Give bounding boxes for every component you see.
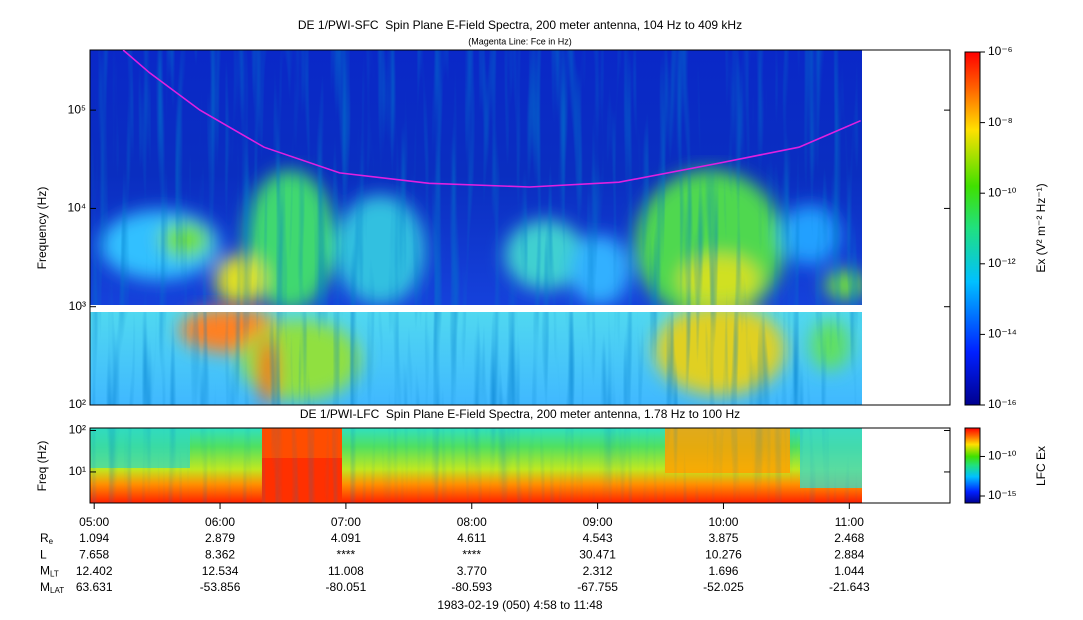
orbit-row-sub: e [49,537,54,546]
y-tick-label: 10² [69,397,86,411]
colorbar-tick-label: 10⁻¹⁰ [988,449,1017,463]
x-tick-label: 07:00 [331,515,361,529]
orbit-row-label: Re [40,531,54,546]
y-tick-label: 10⁴ [67,201,86,215]
x-tick-label: 10:00 [708,515,738,529]
colorbar-tick-label: 10⁻¹⁶ [988,397,1017,411]
x-tick-label: 08:00 [457,515,487,529]
colorbar-label: LFC Ex [1034,446,1048,486]
orbit-value: **** [462,547,481,561]
orbit-row-label: MLT [40,564,59,579]
orbit-value: 12.402 [76,564,113,578]
colorbar-label: Ex (V² m⁻² Hz⁻¹) [1034,183,1048,272]
orbit-value: 4.543 [583,531,613,545]
y-tick-label: 10³ [69,299,86,313]
colorbar [964,427,981,504]
orbit-value: 1.696 [708,564,738,578]
colorbar-tick-label: 10⁻¹⁵ [988,488,1017,502]
orbit-value: 8.362 [205,547,235,561]
orbit-value: 1.094 [79,531,109,545]
y-tick-label: 10¹ [69,464,86,478]
orbit-value: 3.875 [708,531,738,545]
colorbar-tick-label: 10⁻¹² [988,256,1016,270]
orbit-value: 7.658 [79,547,109,561]
orbit-row-name: M [40,580,50,594]
orbit-row-label: L [40,547,47,561]
x-tick-label: 06:00 [205,515,235,529]
x-tick-label: 05:00 [79,515,109,529]
fce-line [122,50,861,188]
orbit-value: 2.879 [205,531,235,545]
lfc-spectrogram-image [90,428,862,503]
orbit-value: -80.051 [326,580,367,594]
orbit-value: -80.593 [451,580,492,594]
chart-title: DE 1/PWI-SFC Spin Plane E-Field Spectra,… [298,18,742,32]
orbit-value: -53.856 [200,580,241,594]
chart-subtitle: (Magenta Line: Fce in Hz) [468,36,572,46]
orbit-value: 4.091 [331,531,361,545]
y-tick-label: 10² [69,423,86,437]
orbit-value: 63.631 [76,580,113,594]
orbit-value: 11.008 [328,564,364,578]
orbit-value: 1.044 [834,564,864,578]
orbit-value: 10.276 [705,547,742,561]
orbit-value: 30.471 [579,547,616,561]
y-tick-label: 10⁵ [68,102,86,116]
colorbar-tick-label: 10⁻¹⁴ [988,327,1017,341]
orbit-value: **** [337,547,356,561]
colorbar [964,51,981,406]
x-tick-label: 11:00 [835,515,864,529]
colorbar-tick-label: 10⁻¹⁰ [988,185,1017,199]
orbit-value: 4.611 [457,531,486,545]
orbit-value: 12.534 [202,564,239,578]
y-axis-label: Freq (Hz) [35,441,49,492]
orbit-row-name: L [40,547,47,561]
orbit-value: 2.312 [583,564,613,578]
orbit-value: -52.025 [703,580,744,594]
chart-title: DE 1/PWI-LFC Spin Plane E-Field Spectra,… [300,407,740,421]
orbit-value: 2.884 [834,547,864,561]
orbit-value: -21.643 [829,580,870,594]
orbit-value: 3.770 [457,564,487,578]
orbit-row-label: MLAT [40,580,64,595]
orbit-row-name: R [40,531,49,545]
orbit-value: -67.755 [577,580,618,594]
footer: 1983-02-19 (050) 4:58 to 11:48 [437,598,603,612]
spectrogram-image [90,50,862,405]
y-axis-label: Frequency (Hz) [35,187,49,270]
colorbar-tick-label: 10⁻⁶ [988,44,1013,58]
plot-frame [89,49,951,406]
orbit-row-sub: LT [50,570,59,579]
orbit-row-name: M [40,564,50,578]
colorbar-tick-label: 10⁻⁸ [988,115,1013,129]
orbit-value: 2.468 [834,531,864,545]
plot-frame [89,427,951,504]
orbit-row-sub: LAT [50,586,64,595]
x-tick-label: 09:00 [583,515,613,529]
